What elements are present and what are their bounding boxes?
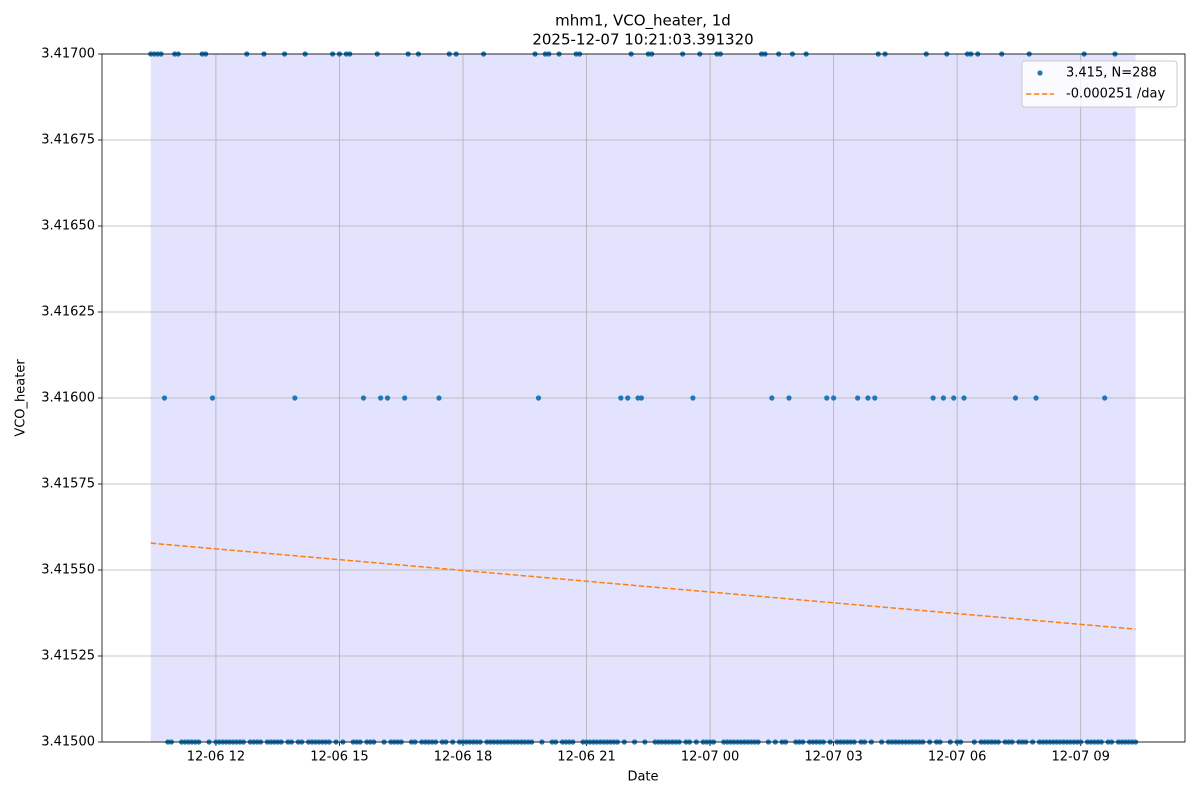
data-point: [1102, 395, 1108, 401]
data-point: [360, 395, 367, 401]
x-tick-label: 12-07 00: [681, 750, 739, 765]
data-point: [638, 395, 645, 401]
x-tick-label: 12-07 09: [1051, 750, 1109, 765]
legend-box: [1021, 60, 1178, 108]
data-point: [872, 395, 878, 401]
data-point: [786, 395, 792, 401]
data-point: [824, 395, 830, 401]
y-tick-label: 3.41575: [41, 477, 95, 492]
data-point: [1012, 395, 1019, 401]
y-tick-label: 3.41550: [41, 563, 95, 578]
data-point: [769, 395, 775, 401]
data-point: [831, 395, 837, 401]
data-point: [1033, 395, 1039, 401]
x-tick-label: 12-06 21: [557, 750, 615, 765]
y-tick-label: 3.41525: [41, 649, 95, 664]
x-tick-label: 12-07 03: [804, 750, 862, 765]
y-axis-label: VCO_heater: [14, 359, 29, 437]
y-tick-label: 3.41700: [41, 47, 95, 62]
y-tick-label: 3.41500: [41, 735, 95, 750]
data-point: [690, 395, 696, 401]
chart-subtitle: 2025-12-07 10:21:03.391320: [532, 31, 753, 49]
x-tick-label: 12-06 12: [187, 750, 245, 765]
legend-label: 3.415, N=288: [1066, 66, 1157, 81]
data-point: [961, 395, 967, 401]
y-tick-label: 3.41625: [41, 305, 95, 320]
chart-title: mhm1, VCO_heater, 1d: [555, 12, 731, 31]
legend-label: -0.000251 /day: [1066, 87, 1165, 102]
data-point: [865, 395, 871, 401]
trend-line: [150, 542, 1136, 630]
data-point: [625, 395, 631, 401]
data-point: [384, 395, 391, 401]
data-point: [930, 395, 936, 401]
x-tick-label: 12-07 06: [928, 750, 986, 765]
y-tick-label: 3.41675: [41, 133, 95, 148]
data-point: [951, 395, 957, 401]
x-axis-label: Date: [627, 770, 658, 785]
data-point: [402, 395, 408, 401]
legend-marker: [1037, 70, 1043, 76]
data-point: [535, 395, 542, 401]
data-point: [378, 395, 384, 401]
data-point: [209, 395, 216, 401]
y-tick-label: 3.41650: [41, 219, 95, 234]
x-tick-label: 12-06 15: [310, 750, 368, 765]
data-point: [436, 395, 442, 401]
data-point: [855, 395, 861, 401]
data-point: [161, 395, 168, 401]
data-point: [618, 395, 624, 401]
data-point: [292, 395, 298, 401]
x-tick-label: 12-06 18: [434, 750, 492, 765]
plot-frame: [101, 53, 1186, 743]
y-tick-label: 3.41600: [41, 391, 95, 406]
data-point: [940, 395, 947, 401]
